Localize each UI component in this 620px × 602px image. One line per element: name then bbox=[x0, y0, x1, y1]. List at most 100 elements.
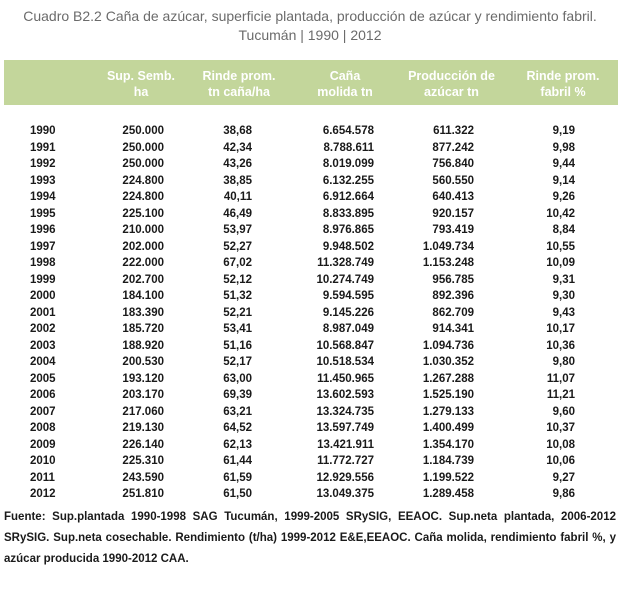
cell-cana-molida: 9.145.226 bbox=[322, 306, 374, 319]
cell-sup-semb: 222.000 bbox=[122, 257, 164, 269]
table-row: 1991 250.000 42,34 8.788.611 877.242 9,98 bbox=[0, 140, 620, 157]
cell-produccion-azucar: 1.184.739 bbox=[422, 455, 474, 467]
cell-year: 2011 bbox=[30, 471, 55, 484]
cell-cana-molida: 11.450.965 bbox=[317, 372, 374, 385]
table-row: 2001 183.390 52,21 9.145.226 862.709 9,43 bbox=[0, 305, 620, 322]
cell-rinde-prom: 43,26 bbox=[223, 158, 252, 170]
cell-rinde-prom: 52,21 bbox=[223, 306, 252, 319]
cell-rinde-prom: 52,27 bbox=[223, 240, 252, 253]
title-line-1: Cuadro B2.2 Caña de azúcar, superficie p… bbox=[23, 8, 597, 24]
table-row: 1994 224.800 40,11 6.912.664 640.413 9,26 bbox=[0, 189, 620, 206]
cell-rinde-fabril: 10,37 bbox=[546, 422, 575, 434]
column-header-line: Caña bbox=[329, 69, 361, 83]
cell-year: 1995 bbox=[30, 207, 56, 220]
column-header-line: Producción de bbox=[408, 69, 495, 83]
cell-rinde-fabril: 9,86 bbox=[552, 488, 575, 500]
cell-sup-semb: 251.810 bbox=[122, 488, 164, 500]
column-header-line: Rinde prom. bbox=[202, 69, 276, 83]
cell-year: 1993 bbox=[30, 174, 56, 187]
cell-year: 2002 bbox=[30, 323, 56, 335]
cell-rinde-fabril: 11,21 bbox=[546, 389, 575, 401]
cell-year: 2001 bbox=[30, 306, 56, 319]
cell-rinde-prom: 52,17 bbox=[223, 356, 252, 368]
cell-rinde-prom: 63,00 bbox=[223, 372, 252, 385]
cell-cana-molida: 8.976.865 bbox=[322, 224, 374, 236]
table-row: 1992 250.000 43,26 8.019.099 756.840 9,44 bbox=[0, 156, 620, 173]
cell-produccion-azucar: 892.396 bbox=[432, 290, 474, 302]
cell-produccion-azucar: 862.709 bbox=[432, 306, 474, 319]
cell-rinde-fabril: 10,36 bbox=[546, 339, 575, 352]
cell-sup-semb: 203.170 bbox=[122, 389, 164, 401]
table-row: 2008 219.130 64,52 13.597.749 1.400.499 10,37 bbox=[0, 420, 620, 437]
cell-cana-molida: 13.421.911 bbox=[317, 438, 374, 451]
cell-cana-molida: 13.049.375 bbox=[316, 488, 374, 500]
cell-rinde-prom: 46,49 bbox=[223, 207, 252, 220]
table-row: 2002 185.720 53,41 8.987.049 914.341 10,17 bbox=[0, 321, 620, 338]
cell-rinde-fabril: 9,98 bbox=[552, 141, 575, 154]
cell-cana-molida: 11.328.749 bbox=[317, 257, 374, 269]
table-row: 2003 188.920 51,16 10.568.847 1.094.736 10,36 bbox=[0, 338, 620, 355]
cell-cana-molida: 10.274.749 bbox=[316, 273, 374, 286]
cell-rinde-fabril: 9,80 bbox=[552, 356, 575, 368]
cell-sup-semb: 250.000 bbox=[122, 125, 164, 137]
cell-produccion-azucar: 1.354.170 bbox=[422, 438, 474, 451]
source-note: Fuente: Sup.plantada 1990-1998 SAG Tucum… bbox=[4, 511, 616, 565]
table-row: 1995 225.100 46,49 8.833.895 920.157 10,42 bbox=[0, 206, 620, 223]
table-row: 2012 251.810 61,50 13.049.375 1.289.458 9,86 bbox=[0, 486, 620, 503]
cell-rinde-prom: 42,34 bbox=[223, 141, 252, 154]
cell-rinde-prom: 51,16 bbox=[223, 339, 252, 352]
cell-year: 1998 bbox=[30, 257, 56, 269]
cell-cana-molida: 9.594.595 bbox=[322, 290, 374, 302]
cell-year: 2012 bbox=[30, 488, 56, 500]
cell-rinde-prom: 61,59 bbox=[223, 471, 252, 484]
cell-rinde-prom: 38,85 bbox=[223, 174, 252, 187]
table-row: 2006 203.170 69,39 13.602.593 1.525.190 11,21 bbox=[0, 387, 620, 404]
cell-sup-semb: 243.590 bbox=[122, 471, 164, 484]
table-row: 2005 193.120 63,00 11.450.965 1.267.288 11,07 bbox=[0, 371, 620, 388]
cell-produccion-azucar: 1.279.133 bbox=[422, 405, 474, 418]
cell-produccion-azucar: 640.413 bbox=[432, 191, 474, 203]
table-row: 1996 210.000 53,97 8.976.865 793.419 8,84 bbox=[0, 222, 620, 239]
cell-sup-semb: 193.120 bbox=[122, 372, 164, 385]
cell-cana-molida: 13.597.749 bbox=[316, 422, 374, 434]
cell-produccion-azucar: 1.030.352 bbox=[422, 356, 474, 368]
cell-rinde-fabril: 10,17 bbox=[546, 323, 575, 335]
column-header-rinde-fabril: Rinde prom. fabril % bbox=[509, 68, 617, 100]
cell-year: 2006 bbox=[30, 389, 56, 401]
cell-sup-semb: 226.140 bbox=[122, 438, 164, 451]
cell-cana-molida: 9.948.502 bbox=[322, 240, 374, 253]
column-header-produccion-azucar: Producción de azúcar tn bbox=[394, 68, 509, 100]
cell-cana-molida: 8.987.049 bbox=[322, 323, 374, 335]
column-header-sup-semb: Sup. Semb. ha bbox=[86, 68, 196, 100]
cell-cana-molida: 12.929.556 bbox=[316, 471, 374, 484]
cell-sup-semb: 217.060 bbox=[122, 405, 164, 418]
cell-year: 2007 bbox=[30, 405, 56, 418]
cell-cana-molida: 11.772.727 bbox=[317, 455, 374, 467]
column-header-line: azúcar tn bbox=[424, 85, 479, 99]
title-line-2: Tucumán | 1990 | 2012 bbox=[238, 27, 382, 43]
cell-cana-molida: 13.324.735 bbox=[316, 405, 374, 418]
cell-sup-semb: 210.000 bbox=[122, 224, 164, 236]
cell-rinde-fabril: 9,43 bbox=[552, 306, 575, 319]
cell-sup-semb: 184.100 bbox=[122, 290, 164, 302]
cell-rinde-prom: 69,39 bbox=[223, 389, 252, 401]
cell-rinde-prom: 53,41 bbox=[223, 323, 252, 335]
cell-rinde-prom: 61,44 bbox=[223, 455, 252, 467]
column-header-line: fabril % bbox=[540, 85, 586, 99]
cell-rinde-fabril: 9,14 bbox=[552, 174, 575, 187]
cell-rinde-prom: 63,21 bbox=[223, 405, 252, 418]
cell-sup-semb: 183.390 bbox=[122, 306, 164, 319]
cell-produccion-azucar: 560.550 bbox=[432, 174, 474, 187]
cell-cana-molida: 10.568.847 bbox=[316, 339, 374, 352]
table-row: 1993 224.800 38,85 6.132.255 560.550 9,14 bbox=[0, 173, 620, 190]
cell-year: 1990 bbox=[30, 125, 56, 137]
cell-rinde-prom: 62,13 bbox=[223, 438, 252, 451]
cell-produccion-azucar: 920.157 bbox=[432, 207, 474, 220]
table-row: 1998 222.000 67,02 11.328.749 1.153.248 10,09 bbox=[0, 255, 620, 272]
column-header-line: tn caña/ha bbox=[208, 85, 270, 99]
cell-sup-semb: 202.000 bbox=[122, 240, 164, 253]
cell-rinde-fabril: 10,42 bbox=[546, 207, 575, 220]
cell-year: 2009 bbox=[30, 438, 56, 451]
column-header-cana-molida: Caña molida tn bbox=[290, 68, 400, 100]
table-row: 2000 184.100 51,32 9.594.595 892.396 9,30 bbox=[0, 288, 620, 305]
